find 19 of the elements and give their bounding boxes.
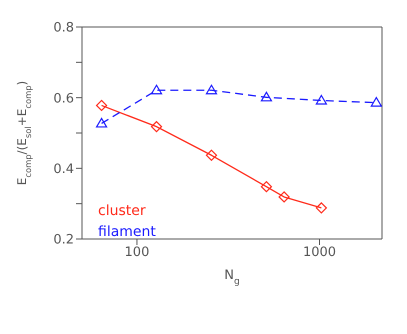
x-tick-label: 1000 [302, 245, 336, 260]
text: filament [98, 223, 156, 242]
point [150, 84, 162, 94]
point [206, 150, 218, 161]
point [316, 94, 327, 105]
y-tick-label: 0.6 [53, 91, 74, 106]
y-tick-label: 0.2 [53, 232, 74, 248]
point [206, 84, 218, 94]
point [150, 121, 162, 132]
point [260, 181, 272, 192]
point [96, 100, 108, 112]
x-tick-label: 100 [124, 245, 150, 260]
point [96, 118, 108, 128]
x-axis-title: N$_{g}$ [224, 268, 240, 287]
point [260, 92, 272, 102]
text: cluster [98, 202, 147, 221]
y-tick-label: 0.4 [53, 162, 74, 177]
y-tick-label: 0.8 [53, 20, 74, 36]
point [370, 97, 382, 107]
